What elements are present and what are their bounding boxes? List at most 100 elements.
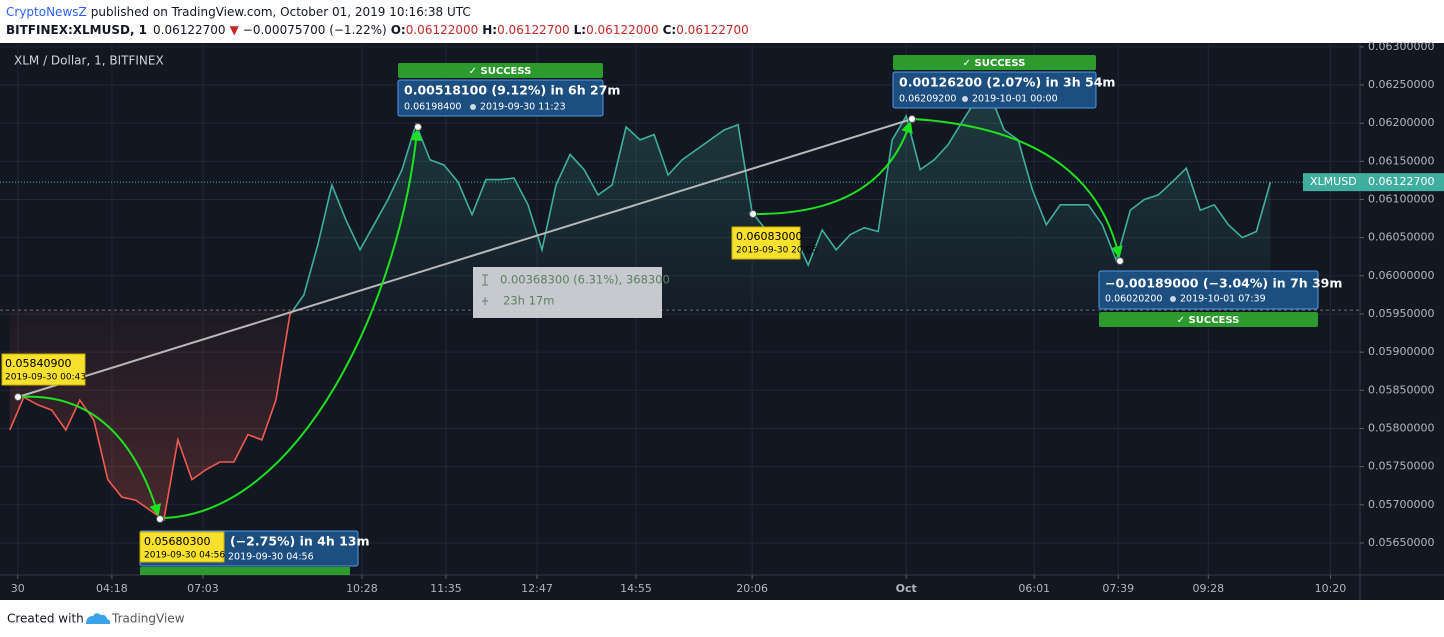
arrow xyxy=(17,395,161,517)
drawings: 0.05840900 2019-09-30 00:43 (−2.75%) in … xyxy=(1,55,1342,575)
y-tick-label: 0.05800000 xyxy=(1368,421,1434,434)
point xyxy=(908,115,916,123)
ohlc-key: O: xyxy=(391,23,406,37)
y-tick-label: 0.05700000 xyxy=(1368,498,1434,511)
ohlc-value: 0.06122000 xyxy=(586,23,659,37)
change-box xyxy=(892,71,1097,109)
time: 2019-09-30 20:06 xyxy=(736,246,817,256)
change-arrow: ▼ xyxy=(230,23,240,37)
y-tick-label: 0.05750000 xyxy=(1368,460,1434,473)
ohlc-key: H: xyxy=(482,23,497,37)
ohlc-value: 0.06122700 xyxy=(497,23,570,37)
last-price-label: 0.06122700 xyxy=(1368,175,1434,188)
price-line xyxy=(9,93,1272,522)
symbol: BITFINEX:XLMUSD, 1 xyxy=(6,23,147,37)
x-tick-label: 10:20 xyxy=(1315,582,1347,595)
ohlc-value: 0.06122700 xyxy=(676,23,749,37)
success-bar xyxy=(398,63,603,78)
ohlc-key: L: xyxy=(574,23,586,37)
x-tick-label: Oct xyxy=(896,582,917,595)
point-markers xyxy=(14,115,1124,523)
change: (−2.75%) in 4h 13m xyxy=(230,534,370,549)
header-line: CryptoNewsZ published on TradingView.com,… xyxy=(6,5,471,19)
x-tick-label: 06:01 xyxy=(1018,582,1050,595)
x-tick-label: 11:35 xyxy=(430,582,462,595)
last-price-symbol: XLMUSD xyxy=(1310,175,1357,188)
clock-icon xyxy=(1170,296,1176,302)
price: 0.06209200 xyxy=(899,94,956,105)
x-tick-label: 07:39 xyxy=(1102,582,1134,595)
price: 0.05680300 xyxy=(144,535,210,548)
y-tick-label: 0.06050000 xyxy=(1368,231,1434,244)
clock-icon xyxy=(470,104,476,110)
x-tick-label: 12:47 xyxy=(521,582,553,595)
measure-icon xyxy=(482,274,488,305)
published: published on TradingView.com, October 01… xyxy=(91,5,471,19)
time: 2019-10-01 00:00 xyxy=(972,94,1058,105)
status: ✓ SUCCESS xyxy=(469,66,532,77)
y-tick-label: 0.06000000 xyxy=(1368,269,1434,282)
y-tick-label: 0.06250000 xyxy=(1368,78,1434,91)
y-tick-label: 0.05950000 xyxy=(1368,307,1434,320)
x-tick-label: 14:55 xyxy=(620,582,652,595)
y-tick-label: 0.06300000 xyxy=(1368,40,1434,53)
brand-logo xyxy=(86,613,111,624)
x-tick-label: 07:03 xyxy=(187,582,219,595)
point xyxy=(1116,257,1124,265)
success-bar xyxy=(140,567,350,575)
y-tick-label: 0.05650000 xyxy=(1368,536,1434,549)
x-tick-label: 04:18 xyxy=(96,582,128,595)
publisher-link[interactable]: CryptoNewsZ xyxy=(6,5,87,19)
y-tick-label: 0.06150000 xyxy=(1368,154,1434,167)
point xyxy=(414,123,422,131)
price: 0.05840900 xyxy=(5,357,71,370)
price-label xyxy=(139,531,225,563)
time: 2019-09-30 04:56 xyxy=(144,551,225,561)
symbol-line: BITFINEX:XLMUSD, 1 0.06122700 ▼ −0.00075700… xyxy=(6,23,749,37)
duration: 23h 17m xyxy=(503,294,554,308)
status: ✓ SUCCESS xyxy=(1177,315,1240,326)
y-tick-label: 0.05850000 xyxy=(1368,383,1434,396)
trend-line xyxy=(17,118,913,398)
price: 0.06083000 xyxy=(736,230,802,243)
change-box xyxy=(397,79,604,117)
success-bar xyxy=(1099,312,1318,327)
measure-box xyxy=(473,267,662,318)
legend-label: XLM / Dollar, 1, BITFINEX xyxy=(14,54,164,68)
time: 2019-09-30 00:43 xyxy=(5,373,86,383)
footer-brand[interactable]: TradingView xyxy=(111,612,185,626)
x-tick-label: 30 xyxy=(11,582,25,595)
clock-icon xyxy=(962,96,968,102)
arrow xyxy=(161,128,423,519)
point xyxy=(749,210,757,218)
status: ✓ SUCCESS xyxy=(963,58,1026,69)
price-label xyxy=(1,353,86,386)
change: 0.00126200 (2.07%) in 3h 54m xyxy=(899,75,1115,90)
time: 2019-09-30 04:56 xyxy=(228,552,314,563)
arrow xyxy=(753,120,913,216)
last: 0.06122700 xyxy=(153,23,226,37)
footer-created: Created with xyxy=(7,612,84,626)
last-price-tag xyxy=(1303,173,1444,192)
y-tick-label: 0.06200000 xyxy=(1368,116,1434,129)
ohlc-key: C: xyxy=(663,23,677,37)
status-text: SUCCESS xyxy=(975,58,1026,69)
change: −0.00075700 (−1.22%) xyxy=(243,23,387,37)
price-label xyxy=(731,226,801,260)
footer-bg xyxy=(0,600,1444,637)
price: 0.06198400 xyxy=(404,102,461,113)
x-tick-label: 20:06 xyxy=(736,582,768,595)
change: 0.00518100 (9.12%) in 6h 27m xyxy=(404,83,620,98)
time: 2019-09-30 11:23 xyxy=(480,102,566,113)
change: −0.00189000 (−3.04%) in 7h 39m xyxy=(1105,276,1342,291)
point xyxy=(156,515,164,523)
point xyxy=(14,393,22,401)
range: 0.00368300 (6.31%), 368300 xyxy=(500,273,670,287)
x-tick-label: 09:28 xyxy=(1192,582,1224,595)
time: 2019-10-01 07:39 xyxy=(1180,294,1266,305)
y-tick-label: 0.06100000 xyxy=(1368,192,1434,205)
y-tick-label: 0.05900000 xyxy=(1368,345,1434,358)
price: 0.06020200 xyxy=(1105,294,1162,305)
success-bar xyxy=(893,55,1096,70)
